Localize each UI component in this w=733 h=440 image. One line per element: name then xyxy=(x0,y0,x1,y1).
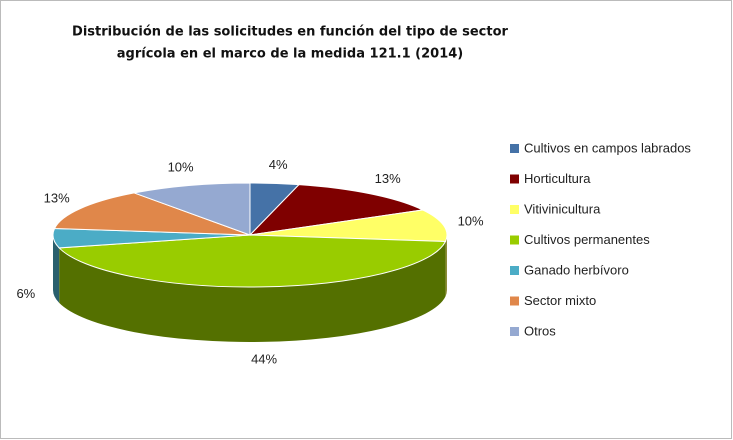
data-label: 13% xyxy=(44,191,70,206)
legend-swatch xyxy=(510,235,519,245)
data-label: 10% xyxy=(168,160,194,175)
legend-label: Sector mixto xyxy=(524,293,596,308)
legend-swatch xyxy=(510,327,519,336)
legend-label: Cultivos en campos labrados xyxy=(524,140,691,155)
legend-swatch xyxy=(510,174,519,184)
legend-swatch xyxy=(510,296,519,306)
data-label: 13% xyxy=(375,171,401,186)
slice-side xyxy=(59,241,446,343)
data-label: 6% xyxy=(16,286,35,301)
chart-title: agrícola en el marco de la medida 121.1 … xyxy=(117,47,463,62)
slice xyxy=(248,184,425,236)
legend-label: Vitivinicultura xyxy=(524,201,601,216)
legend-swatch xyxy=(510,266,519,275)
slice xyxy=(58,234,447,288)
data-label: 4% xyxy=(269,157,288,172)
legend-label: Ganado herbívoro xyxy=(524,262,629,277)
slice-side xyxy=(445,235,447,297)
chart-title: Distribución de las solicitudes en funci… xyxy=(72,25,508,40)
data-label: 44% xyxy=(251,351,277,366)
slice xyxy=(132,182,251,236)
legend-label: Horticultura xyxy=(524,171,591,186)
slice-side xyxy=(53,235,60,303)
slice xyxy=(249,209,448,243)
legend-swatch xyxy=(510,205,519,214)
slice xyxy=(53,192,251,236)
data-label: 10% xyxy=(458,213,484,228)
legend-swatch xyxy=(510,144,519,153)
legend-label: Otros xyxy=(524,323,556,338)
legend-label: Cultivos permanentes xyxy=(524,232,650,247)
